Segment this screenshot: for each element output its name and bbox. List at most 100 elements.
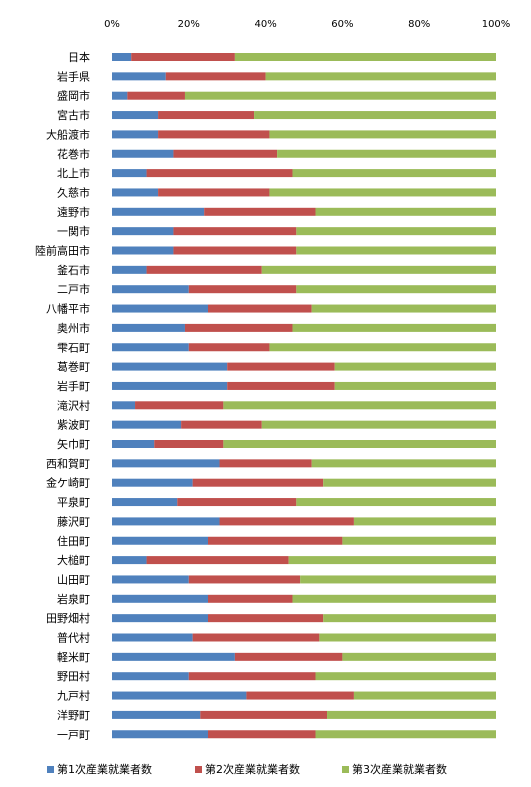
category-label: 滝沢村 — [57, 398, 90, 412]
bar-segment-series-2 — [181, 420, 262, 429]
bar-segment-series-3 — [342, 536, 496, 545]
bar-segment-series-1 — [112, 227, 174, 236]
bar-segment-series-2 — [188, 575, 301, 584]
bar-segment-series-2 — [154, 440, 224, 448]
bar-segment-series-2 — [184, 323, 293, 332]
bar-segment-series-1 — [112, 207, 205, 216]
x-tick-label: 40% — [254, 19, 276, 30]
category-label: 山田町 — [57, 573, 90, 586]
category-label: 葛巻町 — [57, 361, 90, 374]
category-label: 九戸村 — [57, 689, 90, 703]
bar-segment-series-3 — [261, 420, 496, 429]
bar-segment-series-2 — [188, 343, 270, 352]
bar-segment-series-2 — [208, 304, 312, 313]
category-label: 雫石町 — [57, 341, 90, 354]
bar-segment-series-3 — [353, 691, 496, 700]
bar-segment-series-1 — [112, 633, 193, 642]
category-label: 藤沢町 — [57, 514, 90, 528]
bar-segment-series-1 — [112, 536, 208, 545]
bar-segment-series-2 — [192, 633, 320, 642]
bar-segment-series-1 — [112, 362, 228, 371]
bar-segment-series-1 — [112, 381, 228, 390]
category-label: 普代村 — [57, 631, 90, 645]
bar-segment-series-1 — [112, 614, 208, 623]
bar-segment-series-1 — [112, 265, 147, 274]
bar-segment-series-2 — [173, 246, 297, 255]
bar-segment-series-1 — [112, 672, 189, 681]
bar-segment-series-3 — [223, 440, 497, 448]
bar-segment-series-3 — [315, 730, 496, 739]
category-label: 大船渡市 — [46, 127, 90, 141]
bar-segment-series-1 — [112, 691, 247, 700]
category-label: 花巻市 — [57, 147, 90, 161]
x-tick-label: 80% — [408, 19, 430, 30]
bar-segment-series-2 — [165, 72, 266, 81]
category-label: 岩泉町 — [57, 592, 90, 606]
category-label: 釜石市 — [57, 263, 90, 277]
bar-segment-series-3 — [269, 130, 496, 139]
bar-segment-series-1 — [112, 323, 185, 332]
bar-segment-series-3 — [269, 188, 496, 197]
bar-segment-series-3 — [288, 556, 496, 565]
bar-segment-series-1 — [112, 188, 159, 197]
category-label: 遠野市 — [57, 205, 90, 219]
bar-segment-series-3 — [342, 652, 496, 661]
bar-segment-series-3 — [353, 517, 496, 526]
bar-segment-series-3 — [223, 401, 497, 410]
category-label: 田野畑村 — [46, 611, 90, 625]
bar-segment-series-2 — [219, 517, 354, 526]
bar-segment-series-2 — [135, 401, 224, 410]
bar-segment-series-3 — [292, 594, 496, 603]
bar-segment-series-1 — [112, 556, 147, 565]
legend-swatch — [47, 766, 54, 773]
bar-segment-series-2 — [204, 207, 316, 216]
bar-segment-series-2 — [177, 498, 297, 507]
bar-segment-series-3 — [261, 265, 496, 274]
bar-segment-series-1 — [112, 730, 208, 739]
bar-segment-series-1 — [112, 130, 159, 139]
category-label: 住田町 — [57, 534, 90, 548]
category-label: 大槌町 — [57, 553, 90, 567]
category-label: 日本 — [68, 50, 90, 64]
category-label: 野田村 — [57, 669, 90, 683]
x-tick-label: 0% — [104, 19, 120, 30]
bar-segment-series-1 — [112, 343, 189, 352]
bar-segment-series-3 — [296, 498, 496, 507]
bar-segment-series-2 — [158, 130, 270, 139]
legend-swatch — [195, 766, 202, 773]
bar-segment-series-1 — [112, 420, 182, 429]
x-tick-label: 20% — [178, 19, 200, 30]
category-label: 平泉町 — [57, 495, 90, 509]
category-label: 奥州市 — [57, 321, 90, 335]
bar-segment-series-2 — [219, 459, 312, 468]
x-tick-label: 60% — [331, 19, 353, 30]
category-label: 西和賀町 — [46, 457, 90, 470]
bar-segment-series-3 — [311, 459, 496, 468]
bar-segment-series-3 — [311, 304, 496, 313]
bar-segment-series-2 — [208, 614, 324, 623]
bar-segment-series-3 — [292, 169, 496, 178]
bar-segment-series-1 — [112, 53, 132, 61]
category-label: 岩手県 — [57, 69, 90, 83]
bar-segment-series-2 — [192, 478, 324, 487]
category-label: 二戸市 — [57, 282, 90, 296]
bar-segment-series-1 — [112, 401, 136, 410]
bar-segment-series-3 — [334, 362, 496, 371]
bar-segment-series-1 — [112, 652, 235, 661]
bar-segment-series-1 — [112, 169, 147, 178]
category-label: 一戸町 — [57, 728, 90, 741]
bar-segment-series-3 — [300, 575, 496, 584]
bar-segment-series-2 — [173, 149, 278, 158]
bar-segment-series-1 — [112, 710, 201, 719]
bar-segment-series-2 — [188, 285, 297, 294]
bar-segment-series-3 — [296, 285, 496, 294]
bar-segment-series-2 — [246, 691, 354, 700]
category-label: 盛岡市 — [57, 89, 90, 103]
bar-segment-series-3 — [319, 633, 496, 642]
legend-label: 第1次産業就業者数 — [57, 762, 152, 776]
bar-segment-series-1 — [112, 478, 193, 487]
bar-segment-series-3 — [315, 672, 496, 681]
category-label: 軽米町 — [57, 651, 90, 664]
category-label: 一関市 — [57, 224, 90, 238]
